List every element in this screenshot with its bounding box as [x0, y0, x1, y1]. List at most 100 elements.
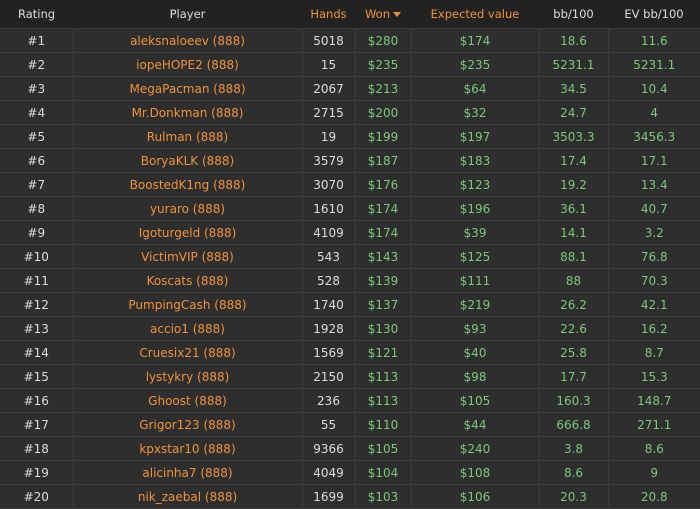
player-link[interactable]: Rulman (888): [73, 124, 303, 149]
table-row: #7 BoostedK1ng (888) 3070 $176 $123 19.2 13.4: [0, 172, 700, 197]
cell-ev: $44: [411, 412, 540, 437]
header-expected-value[interactable]: Expected value: [411, 0, 539, 29]
cell-hands: 1928: [302, 316, 356, 341]
cell-rating: #1: [0, 28, 74, 53]
player-link[interactable]: lystykry (888): [73, 364, 303, 389]
cell-bb100: 19.2: [539, 172, 609, 197]
cell-bb100: 3.8: [539, 436, 609, 461]
player-link[interactable]: nik_zaebal (888): [73, 484, 303, 509]
player-link[interactable]: accio1 (888): [73, 316, 303, 341]
cell-hands: 5018: [302, 28, 356, 53]
cell-rating: #7: [0, 172, 74, 197]
cell-rating: #10: [0, 244, 74, 269]
cell-rating: #5: [0, 124, 74, 149]
cell-ev: $123: [411, 172, 540, 197]
player-link[interactable]: BoostedK1ng (888): [73, 172, 303, 197]
table-row: #9 Igoturgeld (888) 4109 $174 $39 14.1 3.2: [0, 220, 700, 245]
cell-evbb100: 9: [608, 460, 700, 485]
cell-hands: 1569: [302, 340, 356, 365]
cell-evbb100: 271.1: [608, 412, 700, 437]
header-hands[interactable]: Hands: [302, 0, 355, 29]
cell-won: $200: [355, 100, 412, 125]
header-rating: Rating: [0, 0, 73, 29]
cell-bb100: 8.6: [539, 460, 609, 485]
player-link[interactable]: VictimVIP (888): [73, 244, 303, 269]
cell-hands: 2067: [302, 76, 356, 101]
table-row: #5 Rulman (888) 19 $199 $197 3503.3 3456.3: [0, 124, 700, 149]
cell-won: $143: [355, 244, 412, 269]
cell-evbb100: 70.3: [608, 268, 700, 293]
cell-won: $199: [355, 124, 412, 149]
cell-evbb100: 8.6: [608, 436, 700, 461]
cell-won: $121: [355, 340, 412, 365]
player-link[interactable]: kpxstar10 (888): [73, 436, 303, 461]
cell-won: $130: [355, 316, 412, 341]
cell-rating: #15: [0, 364, 74, 389]
cell-ev: $240: [411, 436, 540, 461]
cell-hands: 19: [302, 124, 356, 149]
table-row: #11 Koscats (888) 528 $139 $111 88 70.3: [0, 268, 700, 293]
cell-won: $103: [355, 484, 412, 509]
cell-hands: 2715: [302, 100, 356, 125]
player-link[interactable]: Cruesix21 (888): [73, 340, 303, 365]
cell-hands: 543: [302, 244, 356, 269]
table-row: #3 MegaPacman (888) 2067 $213 $64 34.5 10.4: [0, 76, 700, 101]
header-ev-label: Expected value: [430, 7, 520, 21]
player-link[interactable]: Igoturgeld (888): [73, 220, 303, 245]
player-link[interactable]: yuraro (888): [73, 196, 303, 221]
player-link[interactable]: BoryaKLK (888): [73, 148, 303, 173]
cell-rating: #9: [0, 220, 74, 245]
player-link[interactable]: alicinha7 (888): [73, 460, 303, 485]
player-link[interactable]: Mr.Donkman (888): [73, 100, 303, 125]
cell-hands: 1610: [302, 196, 356, 221]
player-link[interactable]: aleksnaloeev (888): [73, 28, 303, 53]
cell-ev: $93: [411, 316, 540, 341]
cell-ev: $125: [411, 244, 540, 269]
cell-won: $137: [355, 292, 412, 317]
player-link[interactable]: Ghoost (888): [73, 388, 303, 413]
cell-evbb100: 11.6: [608, 28, 700, 53]
cell-hands: 15: [302, 52, 356, 77]
cell-ev: $32: [411, 100, 540, 125]
cell-rating: #14: [0, 340, 74, 365]
cell-bb100: 88.1: [539, 244, 609, 269]
table-row: #13 accio1 (888) 1928 $130 $93 22.6 16.2: [0, 316, 700, 341]
cell-hands: 1740: [302, 292, 356, 317]
player-link[interactable]: Koscats (888): [73, 268, 303, 293]
cell-hands: 528: [302, 268, 356, 293]
table-row: #15 lystykry (888) 2150 $113 $98 17.7 15.3: [0, 364, 700, 389]
cell-bb100: 18.6: [539, 28, 609, 53]
player-link[interactable]: PumpingCash (888): [73, 292, 303, 317]
cell-rating: #12: [0, 292, 74, 317]
cell-ev: $64: [411, 76, 540, 101]
cell-bb100: 24.7: [539, 100, 609, 125]
cell-rating: #16: [0, 388, 74, 413]
cell-evbb100: 148.7: [608, 388, 700, 413]
cell-ev: $197: [411, 124, 540, 149]
cell-evbb100: 17.1: [608, 148, 700, 173]
header-won-label: Won: [364, 7, 391, 21]
cell-won: $280: [355, 28, 412, 53]
cell-won: $174: [355, 220, 412, 245]
cell-evbb100: 10.4: [608, 76, 700, 101]
player-link[interactable]: Grigor123 (888): [73, 412, 303, 437]
cell-bb100: 160.3: [539, 388, 609, 413]
cell-evbb100: 40.7: [608, 196, 700, 221]
player-link[interactable]: iopeHOPE2 (888): [73, 52, 303, 77]
cell-rating: #2: [0, 52, 74, 77]
cell-won: $110: [355, 412, 412, 437]
cell-ev: $39: [411, 220, 540, 245]
cell-rating: #4: [0, 100, 74, 125]
table-row: #6 BoryaKLK (888) 3579 $187 $183 17.4 17.1: [0, 148, 700, 173]
cell-ev: $111: [411, 268, 540, 293]
cell-evbb100: 8.7: [608, 340, 700, 365]
cell-rating: #17: [0, 412, 74, 437]
header-won[interactable]: Won: [355, 0, 411, 29]
header-row: Rating Player Hands Won Expected value b…: [0, 0, 700, 29]
cell-hands: 3579: [302, 148, 356, 173]
cell-evbb100: 4: [608, 100, 700, 125]
player-link[interactable]: MegaPacman (888): [73, 76, 303, 101]
cell-hands: 55: [302, 412, 356, 437]
cell-hands: 9366: [302, 436, 356, 461]
cell-evbb100: 76.8: [608, 244, 700, 269]
